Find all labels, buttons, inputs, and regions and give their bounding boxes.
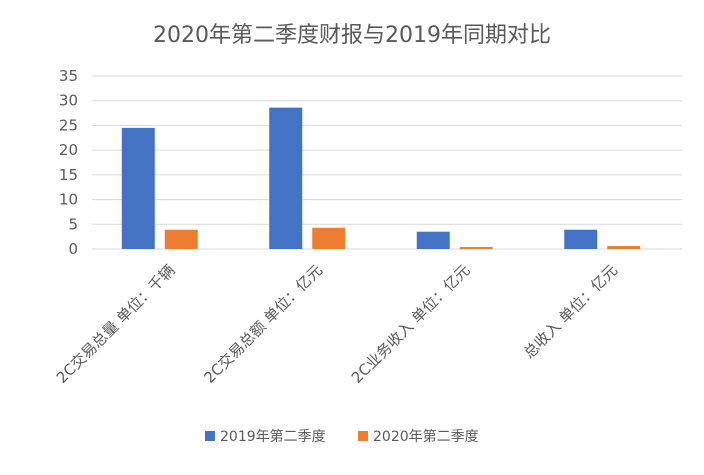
gridlines <box>92 75 682 250</box>
category-label: 总收入 单位：亿元 <box>520 261 621 362</box>
x-axis-categories: 2C交易总量 单位：千辆 2C交易总额 单位：亿元 2C业务收入 单位：亿元 总收入 … <box>53 261 621 387</box>
y-tick-label: 15 <box>59 166 78 184</box>
chart-title: 2020年第二季度财报与2019年同期对比 <box>153 23 551 48</box>
legend-label: 2019年第二季度 <box>220 428 326 445</box>
legend-label: 2020年第二季度 <box>373 428 479 445</box>
category-label: 2C业务收入 单位：亿元 <box>348 261 474 387</box>
y-tick-label: 35 <box>59 67 78 85</box>
y-tick-label: 25 <box>59 116 78 134</box>
legend-swatch <box>205 431 215 441</box>
bar-series-1 <box>121 127 155 249</box>
bar-series-2 <box>607 246 641 249</box>
y-tick-label: 30 <box>59 92 78 110</box>
legend: 2019年第二季度 2020年第二季度 <box>205 428 479 445</box>
bar-series-1 <box>269 107 303 250</box>
bar-series-2 <box>459 247 493 249</box>
category-label: 2C交易总量 单位：千辆 <box>53 261 179 387</box>
y-tick-label: 10 <box>59 191 78 209</box>
y-axis-ticks: 0 5 10 15 20 25 30 35 <box>59 67 78 258</box>
bar-series-2 <box>312 227 346 249</box>
legend-swatch <box>358 431 368 441</box>
y-tick-label: 0 <box>68 240 78 258</box>
bar-series-2 <box>164 229 198 249</box>
bar-series-1 <box>564 229 598 249</box>
bars <box>121 107 641 250</box>
y-tick-label: 5 <box>68 215 78 233</box>
category-label: 2C交易总额 单位：亿元 <box>200 261 326 387</box>
y-tick-label: 20 <box>59 141 78 159</box>
bar-series-1 <box>416 231 450 249</box>
